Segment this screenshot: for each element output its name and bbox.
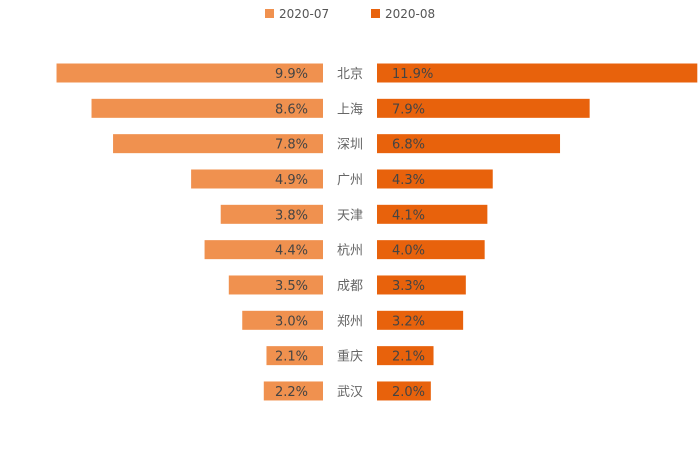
bar-2020-07-6 bbox=[228, 275, 323, 295]
category-label-0: 北京 bbox=[337, 67, 363, 82]
legend-label-2020-08: 2020-08 bbox=[385, 7, 435, 21]
bar-2020-08-7 bbox=[377, 310, 464, 330]
value-label-2020-07-1: 8.6% bbox=[275, 102, 308, 117]
value-label-2020-07-8: 2.1% bbox=[275, 350, 308, 365]
bar-2020-08-4 bbox=[377, 204, 488, 224]
bar-2020-07-8 bbox=[266, 346, 323, 366]
value-label-2020-07-3: 4.9% bbox=[275, 173, 308, 188]
value-label-2020-08-1: 7.9% bbox=[392, 102, 425, 117]
legend-label-2020-07: 2020-07 bbox=[279, 7, 329, 21]
category-label-1: 上海 bbox=[337, 102, 363, 117]
bar-2020-08-1 bbox=[377, 98, 590, 118]
value-label-2020-08-5: 4.0% bbox=[392, 244, 425, 259]
value-label-2020-07-6: 3.5% bbox=[275, 279, 308, 294]
category-label-4: 天津 bbox=[337, 208, 363, 223]
value-label-2020-07-4: 3.8% bbox=[275, 208, 308, 223]
bar-2020-07-9 bbox=[263, 381, 323, 401]
legend-swatch-2020-07 bbox=[265, 9, 274, 18]
category-label-3: 广州 bbox=[337, 173, 363, 188]
bars-layer: 9.9% 11.9% 北京 8.6% 7.9% 上海 7.8% 6.8% 深圳 4.9% 4.3% 广… bbox=[56, 63, 698, 401]
bar-2020-07-1 bbox=[91, 98, 324, 118]
legend-swatch-2020-08 bbox=[371, 9, 380, 18]
bar-2020-07-4 bbox=[220, 204, 323, 224]
value-label-2020-08-9: 2.0% bbox=[392, 385, 425, 400]
category-label-2: 深圳 bbox=[337, 138, 363, 153]
bar-2020-07-5 bbox=[204, 240, 323, 260]
legend: 2020-07 2020-08 bbox=[265, 7, 435, 21]
bar-2020-08-3 bbox=[377, 169, 493, 189]
bar-2020-07-2 bbox=[113, 134, 323, 154]
bar-2020-07-0 bbox=[56, 63, 324, 83]
value-label-2020-08-7: 3.2% bbox=[392, 314, 425, 329]
value-label-2020-08-0: 11.9% bbox=[392, 67, 433, 82]
value-label-2020-08-3: 4.3% bbox=[392, 173, 425, 188]
value-label-2020-08-6: 3.3% bbox=[392, 279, 425, 294]
bar-2020-08-0 bbox=[377, 63, 698, 83]
value-label-2020-07-0: 9.9% bbox=[275, 67, 308, 82]
bar-2020-08-8 bbox=[377, 346, 434, 366]
bar-2020-07-3 bbox=[191, 169, 323, 189]
value-label-2020-08-2: 6.8% bbox=[392, 138, 425, 153]
category-label-5: 杭州 bbox=[337, 244, 363, 259]
value-label-2020-07-2: 7.8% bbox=[275, 138, 308, 153]
bar-2020-07-7 bbox=[242, 310, 323, 330]
value-label-2020-08-4: 4.1% bbox=[392, 208, 425, 223]
value-label-2020-07-7: 3.0% bbox=[275, 314, 308, 329]
bar-2020-08-2 bbox=[377, 134, 561, 154]
category-label-7: 郑州 bbox=[337, 314, 363, 329]
value-label-2020-08-8: 2.1% bbox=[392, 350, 425, 365]
category-label-8: 重庆 bbox=[337, 349, 363, 365]
category-label-6: 成都 bbox=[337, 279, 363, 294]
bar-2020-08-6 bbox=[377, 275, 466, 295]
bar-2020-08-5 bbox=[377, 240, 485, 260]
category-label-9: 武汉 bbox=[337, 385, 363, 400]
value-label-2020-07-9: 2.2% bbox=[275, 385, 308, 400]
value-label-2020-07-5: 4.4% bbox=[275, 244, 308, 259]
bar-2020-08-9 bbox=[377, 381, 431, 401]
